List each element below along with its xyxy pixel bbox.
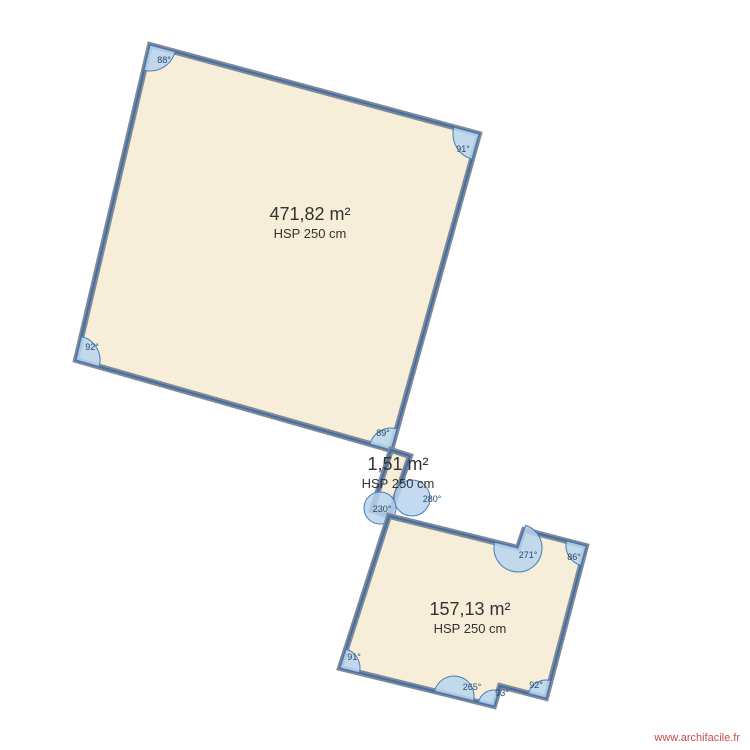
watermark: www.archifacile.fr (654, 732, 740, 744)
angle-label: 92° (529, 680, 543, 690)
connector-hsp-label: HSP 250 cm (362, 476, 435, 491)
angle-label: 230° (373, 504, 392, 514)
angle-label: 88° (157, 55, 171, 65)
angle-label: 93° (495, 688, 509, 698)
floor-plan: 88° 91° 89° 92° 471,82 m² HSP 250 cm 280° 230° 1… (0, 0, 750, 750)
angle-label: 89° (376, 428, 390, 438)
room1-area-label: 471,82 m² (269, 204, 350, 224)
angle-label: 271° (519, 550, 538, 560)
room2-hsp-label: HSP 250 cm (434, 621, 507, 636)
angle-label: 91° (347, 652, 361, 662)
angle-label: 91° (456, 144, 470, 154)
angle-label: 265° (463, 682, 482, 692)
angle-label: 280° (423, 494, 442, 504)
room1-hsp-label: HSP 250 cm (274, 226, 347, 241)
connector-area-label: 1,51 m² (367, 454, 428, 474)
angle-label: 92° (85, 342, 99, 352)
room2-area-label: 157,13 m² (429, 599, 510, 619)
angle-label: 86° (567, 552, 581, 562)
